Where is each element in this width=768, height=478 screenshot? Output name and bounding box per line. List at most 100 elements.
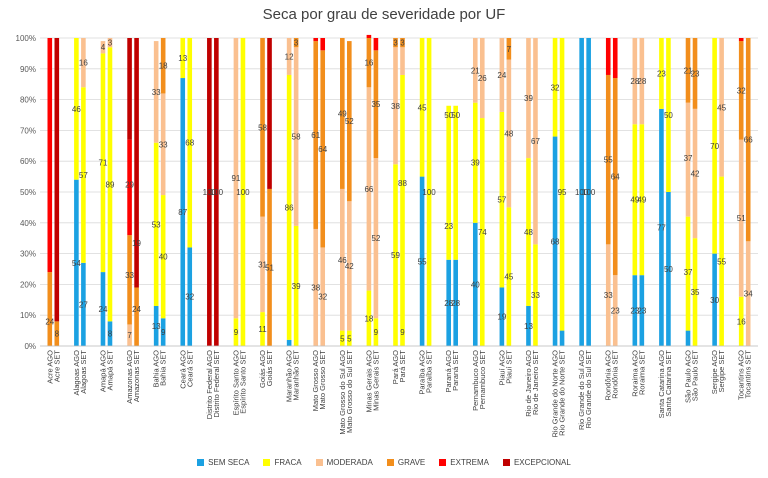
data-label: 100 (582, 188, 596, 197)
data-label: 27 (79, 300, 88, 309)
data-label: 31 (258, 260, 267, 269)
bar-segment (579, 38, 584, 346)
bar-segment (347, 330, 352, 346)
bar-segment (692, 38, 698, 109)
bar-segment (472, 38, 478, 103)
data-label: 57 (79, 171, 88, 180)
x-tick-label: Mato Grosso SET (318, 350, 327, 410)
legend-label: EXCEPCIONAL (513, 458, 571, 467)
x-tick-label: Ceará SET (185, 350, 194, 388)
bar-segment (74, 179, 79, 346)
x-tick-label: Santa Catarina SET (664, 350, 673, 417)
x-tick-label: Paraíba SET (425, 350, 434, 393)
bar-segment (605, 244, 611, 346)
bar-segment (373, 158, 379, 319)
bar-segment (100, 53, 106, 273)
bar-segment (340, 330, 345, 346)
bar-segment (499, 287, 505, 346)
bar-segment (153, 305, 159, 346)
data-label: 100 (210, 188, 224, 197)
y-tick-label: 40% (20, 219, 36, 228)
bar-segment (552, 38, 558, 137)
data-label: 87 (178, 208, 187, 217)
data-label: 33 (125, 271, 134, 280)
x-tick-label: Rio de Janeiro AGO (524, 350, 533, 417)
bar-segment (100, 272, 106, 346)
bar-segment (738, 139, 744, 297)
data-label: 50 (664, 111, 673, 120)
y-tick-label: 10% (20, 311, 36, 320)
bar-segment (160, 195, 166, 319)
data-label: 50 (664, 265, 673, 274)
x-tick-label: Minas Gerais SET (371, 350, 380, 411)
data-label: 95 (558, 188, 567, 197)
bar-segment (366, 87, 372, 291)
y-tick-label: 90% (20, 65, 36, 74)
data-label: 50 (444, 111, 453, 120)
bar-segment (719, 176, 724, 346)
data-label: 40 (159, 253, 168, 262)
data-label: 100 (575, 188, 589, 197)
data-label: 35 (371, 100, 380, 109)
data-label: 100 (203, 188, 217, 197)
legend-item: EXCEPCIONAL (502, 458, 571, 467)
bar-segment (127, 235, 132, 325)
bar-segment (692, 108, 698, 239)
data-label: 48 (504, 129, 513, 138)
x-tick-label: Paraná AGO (444, 350, 453, 393)
bar-segment (738, 296, 744, 346)
x-tick-label: Distrito Federal AGO (205, 350, 214, 419)
bar-segment (347, 41, 352, 202)
data-label: 3 (108, 39, 113, 48)
bar-segment (313, 41, 319, 229)
bar-segment (393, 47, 398, 165)
chart-legend: SEM SECA FRACA MODERADA GRAVE EXTREMA EXCEPCI… (0, 458, 768, 467)
y-tick-label: 50% (20, 188, 36, 197)
data-label: 57 (497, 196, 506, 205)
bar-segment (453, 105, 458, 260)
data-label: 49 (630, 196, 639, 205)
x-tick-label: Goiás AGO (258, 350, 267, 388)
bar-segment (506, 59, 512, 208)
x-tick-label: Mato Grosso do Sul AGO (338, 350, 347, 435)
data-label: 48 (524, 228, 533, 237)
data-label: 86 (285, 203, 294, 212)
bar-segment (632, 38, 638, 125)
data-label: 33 (531, 291, 540, 300)
legend-swatch (263, 459, 271, 466)
data-label: 70 (710, 142, 719, 151)
data-label: 32 (737, 86, 746, 95)
data-label: 68 (551, 237, 560, 246)
bar-segment (127, 139, 132, 236)
bar-segment (499, 111, 505, 288)
data-label: 32 (551, 83, 560, 92)
data-label: 3 (400, 39, 405, 48)
data-label: 88 (398, 179, 407, 188)
data-label: 49 (637, 196, 646, 205)
bar-segment (347, 201, 352, 331)
bar-segment (320, 247, 326, 346)
data-label: 7 (127, 331, 132, 340)
x-tick-label: Bahia SET (159, 350, 168, 386)
bar-segment (366, 290, 372, 346)
legend-swatch (197, 459, 205, 466)
x-tick-label: Roraima AGO (630, 350, 639, 397)
bar-segment (340, 188, 345, 331)
bar-segment (340, 38, 345, 189)
bar-segment (393, 38, 398, 48)
data-label: 55 (717, 257, 726, 266)
x-tick-label: Ceará AGO (178, 350, 187, 389)
data-label: 23 (637, 307, 646, 316)
x-tick-label: Piauí AGO (497, 350, 506, 386)
data-label: 39 (292, 282, 301, 291)
data-label: 33 (152, 88, 161, 97)
data-label: 52 (345, 117, 354, 126)
bar-segment (47, 272, 53, 346)
bar-segment (533, 38, 538, 245)
bar-segment (506, 207, 512, 346)
data-label: 55 (604, 156, 613, 165)
y-tick-label: 20% (20, 280, 36, 289)
legend-label: MODERADA (326, 458, 373, 467)
data-label: 51 (737, 214, 746, 223)
x-tick-label: Tocantins SET (744, 350, 753, 399)
